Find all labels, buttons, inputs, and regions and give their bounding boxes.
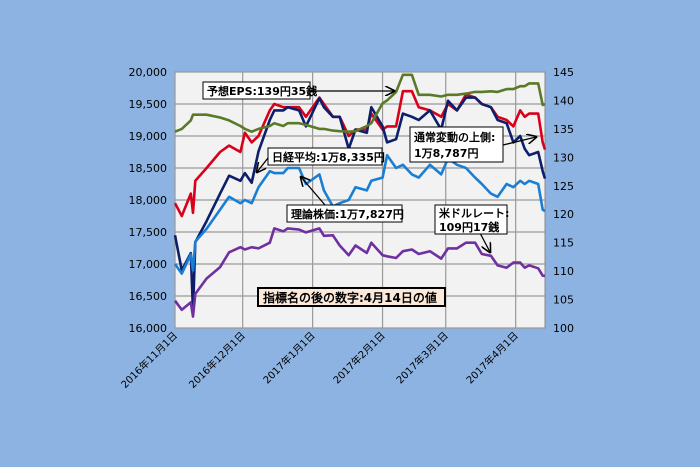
left-tick-label: 16,500 — [129, 290, 168, 303]
left-tick-label: 20,000 — [129, 66, 168, 79]
right-axis-ticks: 100 105 110 115 120 125 130 135 140 145 — [553, 66, 574, 335]
annotation-eps: 予想EPS:139円35銭 — [207, 84, 317, 98]
right-tick-label: 145 — [553, 66, 574, 79]
right-tick-label: 125 — [553, 180, 574, 193]
left-tick-label: 17,000 — [129, 258, 168, 271]
x-tick-label: 2017年4月1日 — [463, 329, 520, 386]
x-tick-label: 2017年1月1日 — [260, 329, 317, 386]
right-tick-label: 130 — [553, 151, 574, 164]
annotation-upper-2: 1万8,787円 — [414, 147, 478, 160]
left-axis-ticks: 16,000 16,500 17,000 17,500 18,000 18,500 19,0… — [129, 66, 168, 335]
annotation-nikkei: 日経平均:1万8,335円 — [272, 150, 385, 164]
left-tick-label: 16,000 — [129, 322, 168, 335]
right-tick-label: 120 — [553, 208, 574, 221]
series-line-usdjpy — [173, 227, 546, 318]
series-line-nikkei — [173, 96, 547, 314]
x-tick-label: 2017年2月1日 — [330, 329, 387, 386]
annotation-note: 指標名の後の数字:4月14日の値 — [263, 290, 437, 305]
left-tick-label: 19,000 — [129, 130, 168, 143]
right-tick-label: 140 — [553, 94, 574, 107]
x-axis-ticks: 2016年11月1日 2016年12月1日 2017年1月1日 2017年2月1日 20… — [118, 329, 521, 391]
x-tick-label: 2016年11月1日 — [118, 329, 180, 391]
right-tick-label: 100 — [553, 322, 574, 335]
x-tick-label: 2017年3月1日 — [393, 329, 450, 386]
series-line-theoretical — [173, 153, 546, 275]
right-tick-label: 110 — [553, 265, 574, 278]
left-tick-label: 19,500 — [129, 98, 168, 111]
right-tick-label: 105 — [553, 294, 574, 307]
left-tick-label: 18,000 — [129, 194, 168, 207]
annotation-theoretical: 理論株価:1万7,827円 — [291, 207, 404, 221]
right-tick-label: 115 — [553, 237, 574, 250]
series-line-eps — [174, 73, 546, 133]
annotation-usd-2: 109円17銭 — [439, 220, 499, 234]
left-tick-label: 18,500 — [129, 162, 168, 175]
x-tick-label: 2016年12月1日 — [186, 329, 248, 391]
left-tick-label: 17,500 — [129, 226, 168, 239]
annotation-usd-1: 米ドルレート: — [438, 206, 509, 220]
right-tick-label: 135 — [553, 123, 574, 136]
annotation-upper-1: 通常変動の上側: — [414, 130, 495, 144]
annotations: 予想EPS:139円35銭 日経平均:1万8,335円 理論株価:1万7,827… — [202, 81, 536, 307]
series-lines — [173, 73, 547, 318]
